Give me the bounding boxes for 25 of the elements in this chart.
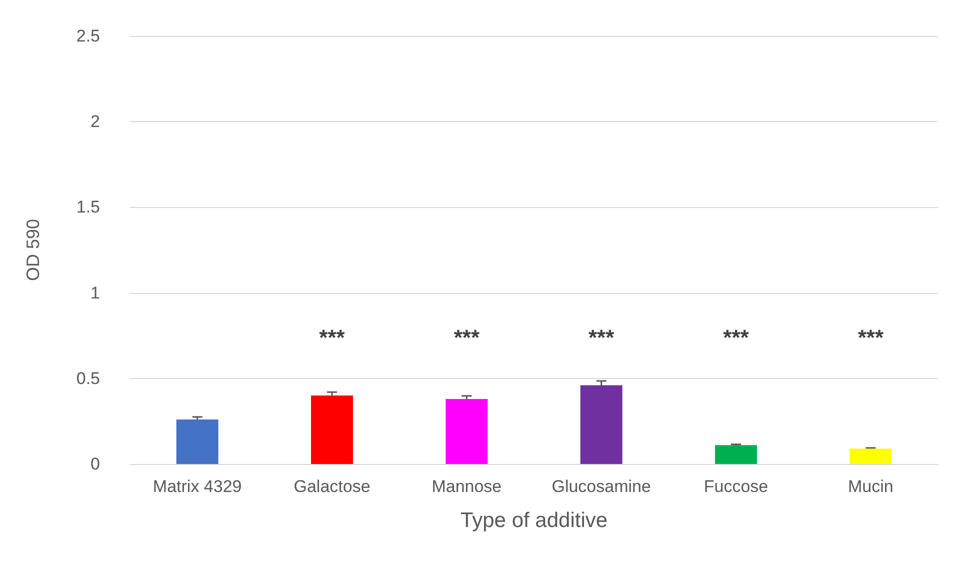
y-axis-title: OD 590 [23, 218, 43, 282]
annotation: *** [454, 324, 480, 350]
y-tick-label: 2.5 [76, 26, 100, 46]
x-tick-label: Fuccose [704, 477, 768, 496]
x-tick-label: Matrix 4329 [152, 477, 242, 496]
y-tick-label: 0 [90, 454, 100, 474]
x-tick-label: Mannose [432, 477, 502, 496]
y-tick-label: 2 [90, 112, 100, 132]
bar [580, 385, 622, 464]
bar [850, 448, 892, 464]
annotation: *** [723, 324, 750, 350]
y-tick-label: 1 [90, 283, 100, 302]
x-tick-label: Galactose [294, 477, 370, 496]
y-tick-label: 0.5 [76, 368, 100, 388]
x-tick-label: Mucin [848, 477, 894, 496]
annotation: *** [319, 324, 346, 350]
annotation: *** [588, 324, 615, 350]
annotation: *** [858, 324, 884, 350]
bar [176, 419, 218, 464]
x-axis-title: Type of additive [460, 509, 608, 532]
bar [311, 396, 353, 464]
y-tick-label: 1.5 [76, 198, 100, 217]
bar [446, 398, 488, 464]
x-tick-label: Glucosamine [552, 477, 651, 496]
bar [715, 445, 757, 464]
